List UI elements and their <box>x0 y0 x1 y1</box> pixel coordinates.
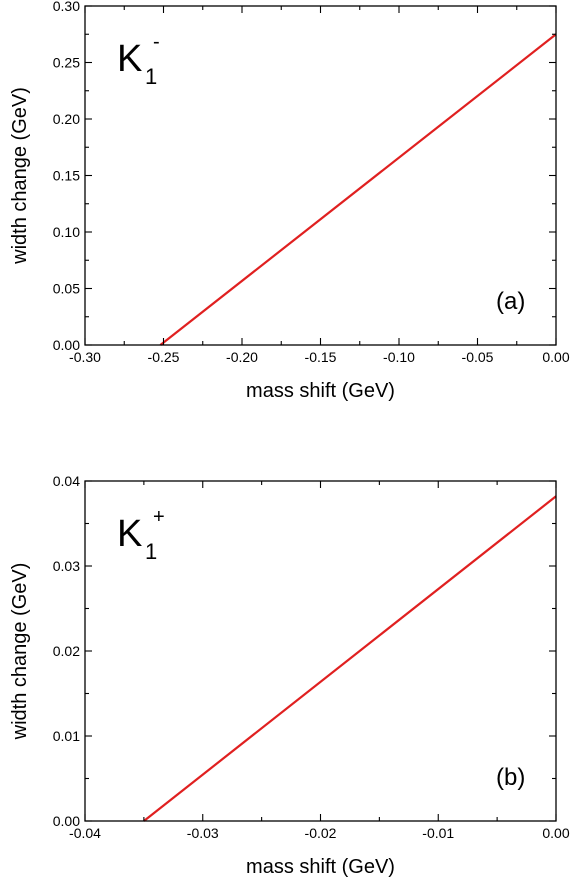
particle-subscript: 1 <box>145 64 157 89</box>
x-tick-label: -0.05 <box>462 349 494 365</box>
x-tick-label: -0.25 <box>148 349 180 365</box>
y-tick-label: 0.03 <box>53 558 80 574</box>
particle-subscript: 1 <box>145 539 157 564</box>
x-tick-label: -0.15 <box>305 349 337 365</box>
y-tick-label: 0.15 <box>53 168 80 184</box>
y-tick-label: 0.04 <box>53 473 80 489</box>
y-axis-ticks: 0.00 0.05 0.10 0.15 0.20 0.25 0.30 <box>53 0 556 353</box>
y-tick-label: 0.25 <box>53 55 80 71</box>
series-group <box>143 495 557 822</box>
y-axis-title: width change (GeV) <box>9 87 31 265</box>
y-tick-label: 0.00 <box>53 813 80 829</box>
y-tick-label: 0.02 <box>53 643 80 659</box>
series-line <box>159 33 557 346</box>
panel-label: (a) <box>496 288 525 315</box>
y-tick-label: 0.01 <box>53 728 80 744</box>
y-axis-ticks: 0.00 0.01 0.02 0.03 0.04 <box>53 473 556 829</box>
chart-panel-b: -0.04 -0.03 -0.02 -0.01 0.00 0.000.010.020.0… <box>9 473 570 878</box>
x-tick-label: -0.30 <box>69 349 101 365</box>
x-tick-label: 0.00 <box>542 825 569 841</box>
series-line <box>143 495 557 822</box>
x-tick-label: -0.02 <box>305 825 337 841</box>
y-tick-label: 0.10 <box>53 224 80 240</box>
x-axis-ticks: -0.04 -0.03 -0.02 -0.01 0.00 <box>69 481 570 841</box>
x-tick-label: -0.01 <box>422 825 454 841</box>
x-tick-label: -0.04 <box>69 825 101 841</box>
particle-symbol: K <box>117 513 142 555</box>
particle-superscript: + <box>153 506 165 528</box>
x-tick-label: 0.00 <box>542 349 569 365</box>
x-tick-label: -0.03 <box>187 825 219 841</box>
x-tick-label: -0.10 <box>383 349 415 365</box>
x-tick-label: -0.20 <box>226 349 258 365</box>
particle-superscript: - <box>153 31 160 53</box>
y-tick-label: 0.30 <box>53 0 80 14</box>
plot-frame <box>84 480 557 822</box>
panel-label: (b) <box>496 764 525 791</box>
x-axis-title: mass shift (GeV) <box>246 380 395 402</box>
y-tick-label: 0.20 <box>53 111 80 127</box>
chart-panel-a: -0.30 -0.25 -0.20 -0.15 -0.10 -0.05 0.00 0.000… <box>9 0 570 402</box>
x-axis-ticks: -0.30 -0.25 -0.20 -0.15 -0.10 -0.05 0.00 <box>69 6 570 365</box>
y-tick-label: 0.05 <box>53 281 80 297</box>
y-tick-label: 0.00 <box>53 337 80 353</box>
x-axis-title: mass shift (GeV) <box>246 856 395 878</box>
plot-frame <box>84 5 557 346</box>
series-group <box>159 33 557 346</box>
y-axis-title: width change (GeV) <box>9 563 31 741</box>
particle-symbol: K <box>117 38 142 80</box>
